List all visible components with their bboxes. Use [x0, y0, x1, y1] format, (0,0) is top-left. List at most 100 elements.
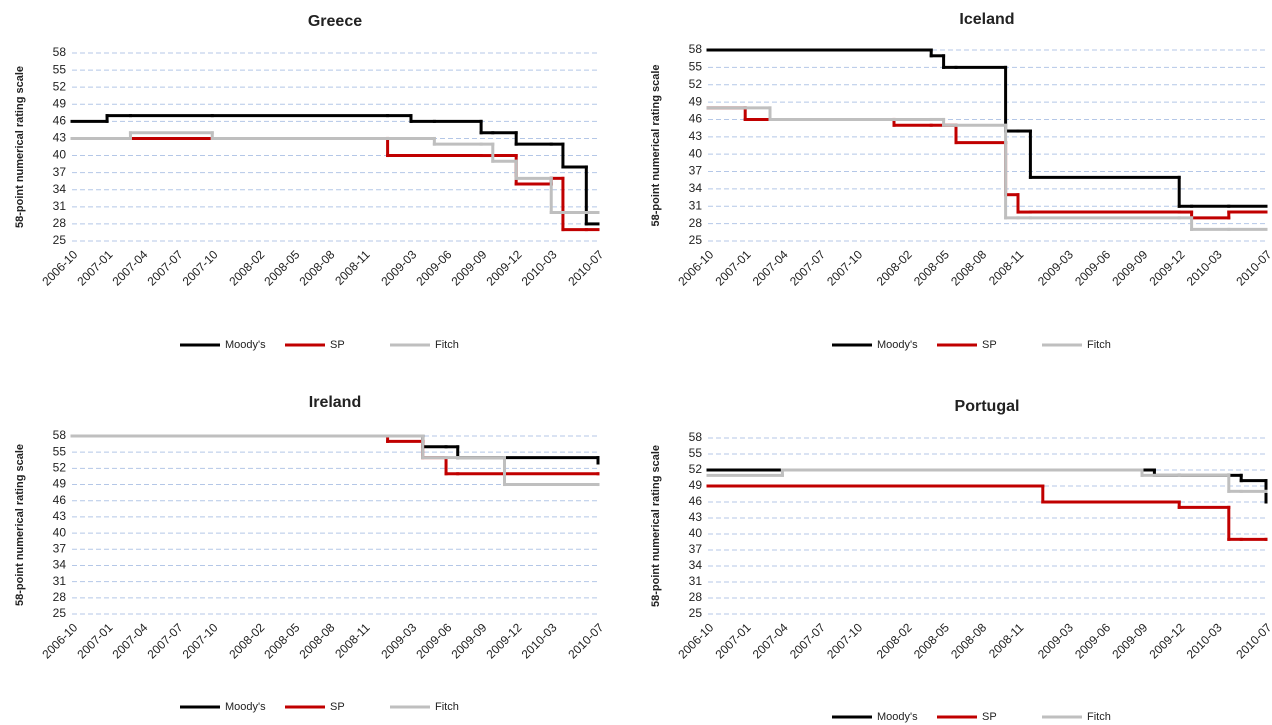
legend-label: Moody's — [877, 711, 918, 723]
chart-title: Portugal — [955, 398, 1020, 415]
series — [70, 434, 600, 476]
chart-title: Greece — [308, 13, 362, 30]
y-tick-label: 46 — [53, 114, 67, 128]
x-tick-label: 2007-01 — [74, 620, 115, 661]
y-tick-label: 31 — [689, 198, 703, 212]
x-tick-label: 2008-02 — [874, 247, 915, 288]
y-tick-label: 40 — [53, 148, 67, 162]
x-tick-label: 2009-09 — [1109, 620, 1150, 661]
x-tick-label: 2007-07 — [787, 620, 828, 661]
y-tick-label: 58 — [689, 42, 703, 56]
x-tick-label: 2008-08 — [296, 247, 337, 288]
y-tick-label: 55 — [689, 446, 703, 460]
x-tick-label: 2009-12 — [1147, 247, 1188, 288]
x-tick-label: 2009-03 — [1035, 247, 1076, 288]
y-tick-label: 40 — [53, 525, 67, 539]
y-tick-label: 40 — [689, 526, 703, 540]
x-tick-label: 2008-05 — [261, 247, 302, 288]
y-tick-label: 52 — [53, 79, 67, 93]
x-tick-label: 2008-02 — [226, 620, 267, 661]
y-tick-label: 34 — [689, 181, 703, 195]
x-tick-label: 2010-07 — [1233, 620, 1272, 661]
x-tick-label: 2007-10 — [824, 620, 865, 661]
x-tick-label: 2006-10 — [675, 247, 716, 288]
x-tick-label: 2008-08 — [948, 620, 989, 661]
x-tick-label: 2009-09 — [448, 247, 489, 288]
x-tick-label: 2008-11 — [332, 247, 373, 288]
y-tick-label: 55 — [53, 444, 67, 458]
x-tick-label: 2007-10 — [180, 247, 221, 288]
x-tick-label: 2006-10 — [39, 620, 80, 661]
x-tick-label: 2008-08 — [948, 247, 989, 288]
y-tick-label: 28 — [689, 216, 703, 230]
x-tick-label: 2007-01 — [713, 247, 754, 288]
x-tick-label: 2010-03 — [519, 247, 560, 288]
legend-label: Fitch — [1087, 339, 1111, 351]
legend-label: SP — [330, 701, 345, 713]
x-tick-label: 2009-03 — [378, 620, 419, 661]
x-tick-label: 2008-11 — [986, 247, 1027, 288]
x-tick-label: 2008-05 — [911, 620, 952, 661]
y-tick-label: 31 — [53, 199, 67, 213]
x-tick-label: 2006-10 — [39, 247, 80, 288]
y-tick-label: 25 — [689, 606, 703, 620]
y-tick-label: 43 — [53, 131, 67, 145]
y-tick-label: 31 — [53, 574, 67, 588]
x-tick-label: 2007-04 — [750, 247, 791, 288]
x-tick-label: 2010-07 — [565, 247, 606, 288]
y-tick-label: 58 — [689, 430, 703, 444]
y-tick-label: 52 — [53, 461, 67, 475]
legend-label: Fitch — [435, 701, 459, 713]
series — [70, 434, 600, 465]
y-tick-label: 25 — [53, 606, 67, 620]
x-tick-label: 2007-07 — [145, 247, 186, 288]
x-tick-label: 2009-09 — [1109, 247, 1150, 288]
y-tick-label: 52 — [689, 77, 703, 91]
y-tick-label: 34 — [689, 558, 703, 572]
x-tick-label: 2009-12 — [483, 620, 524, 661]
y-tick-label: 43 — [53, 509, 67, 523]
y-tick-label: 25 — [689, 233, 703, 247]
x-tick-label: 2008-05 — [911, 247, 952, 288]
x-tick-label: 2008-02 — [874, 620, 915, 661]
y-axis-label: 58-point numerical rating scale — [650, 445, 662, 607]
x-tick-label: 2009-06 — [413, 620, 454, 661]
y-tick-label: 31 — [689, 574, 703, 588]
x-tick-label: 2008-08 — [296, 620, 337, 661]
x-tick-label: 2009-09 — [448, 620, 489, 661]
legend-label: Moody's — [225, 339, 266, 351]
x-tick-label: 2010-07 — [565, 620, 606, 661]
y-tick-label: 43 — [689, 129, 703, 143]
y-tick-label: 28 — [53, 216, 67, 230]
y-tick-label: 55 — [53, 62, 67, 76]
legend-label: Fitch — [435, 339, 459, 351]
y-tick-label: 34 — [53, 558, 67, 572]
x-tick-label: 2009-06 — [1072, 247, 1113, 288]
series — [706, 106, 1268, 231]
x-tick-label: 2007-01 — [713, 620, 754, 661]
x-tick-label: 2007-07 — [787, 247, 828, 288]
y-tick-label: 52 — [689, 462, 703, 476]
y-axis-label: 58-point numerical rating scale — [14, 66, 26, 228]
series — [70, 136, 600, 232]
y-tick-label: 55 — [689, 60, 703, 74]
y-tick-label: 34 — [53, 182, 67, 196]
x-tick-label: 2007-04 — [109, 620, 150, 661]
y-tick-label: 37 — [689, 542, 703, 556]
y-tick-label: 46 — [53, 493, 67, 507]
x-tick-label: 2009-06 — [413, 247, 454, 288]
x-tick-label: 2007-01 — [74, 247, 115, 288]
x-tick-label: 2007-10 — [180, 620, 221, 661]
y-axis-label: 58-point numerical rating scale — [650, 65, 662, 227]
y-tick-label: 37 — [689, 164, 703, 178]
x-tick-label: 2007-04 — [750, 620, 791, 661]
y-tick-label: 37 — [53, 165, 67, 179]
y-tick-label: 28 — [689, 590, 703, 604]
x-tick-label: 2009-12 — [483, 247, 524, 288]
x-tick-label: 2008-05 — [261, 620, 302, 661]
chart-title: Ireland — [309, 394, 361, 411]
x-tick-label: 2007-07 — [145, 620, 186, 661]
y-tick-label: 49 — [53, 96, 67, 110]
x-tick-label: 2008-02 — [226, 247, 267, 288]
